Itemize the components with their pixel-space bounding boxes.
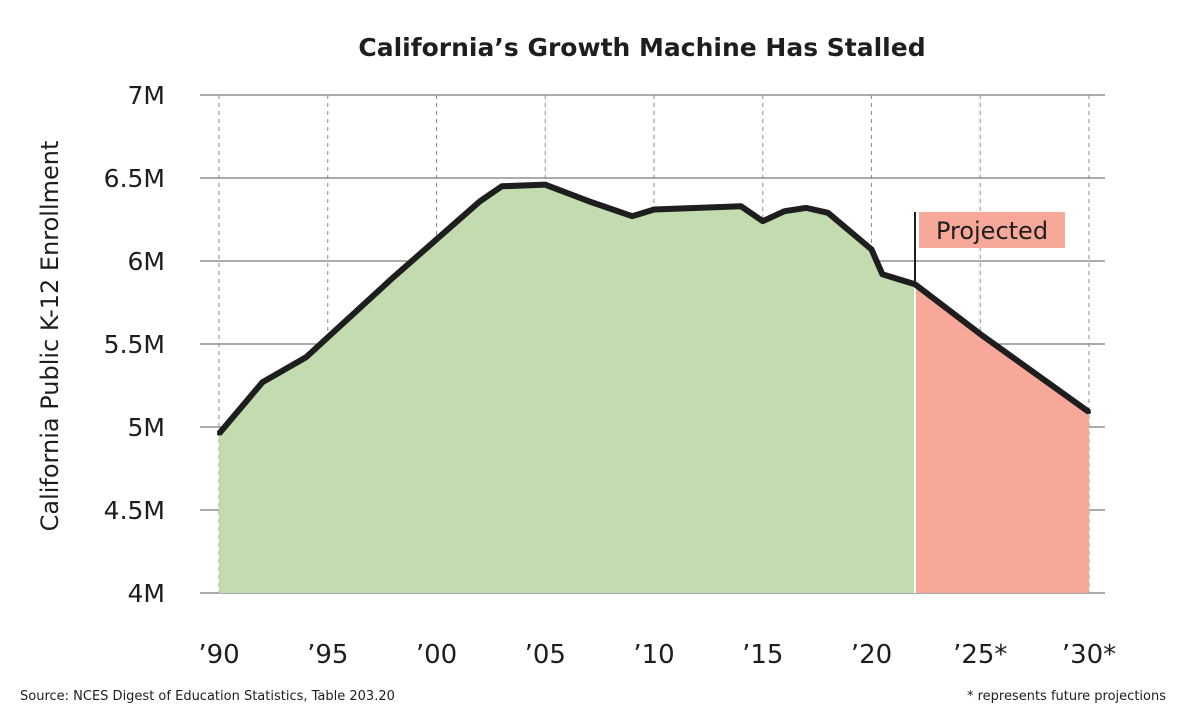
x-tick-label: ’20: [851, 640, 892, 670]
data-point: [782, 209, 787, 214]
projected-label: Projected: [936, 217, 1048, 245]
y-tick-label: 6.5M: [104, 164, 165, 193]
data-point: [826, 210, 830, 215]
area-fills: [219, 184, 1089, 593]
y-tick-label: 6M: [128, 247, 165, 276]
x-tick-label: ’90: [198, 640, 239, 670]
data-point: [869, 247, 874, 252]
x-tick-label: ’95: [307, 640, 348, 670]
data-point: [478, 199, 482, 204]
data-point: [652, 207, 656, 212]
data-point: [499, 184, 504, 189]
data-point: [1087, 410, 1091, 415]
x-tick-label: ’10: [633, 640, 674, 670]
x-tick-label: ’15: [742, 640, 783, 670]
data-point: [978, 332, 983, 337]
area-actual: [219, 184, 915, 593]
y-tick-label: 5.5M: [104, 330, 165, 359]
data-point: [543, 182, 548, 187]
y-tick-label: 4.5M: [104, 496, 165, 525]
area-projected: [915, 284, 1089, 593]
data-point: [630, 214, 635, 219]
footnote: * represents future projections: [967, 689, 1166, 704]
chart-title: California’s Growth Machine Has Stalled: [358, 33, 925, 62]
x-tick-label: ’00: [416, 640, 457, 670]
data-point: [760, 219, 765, 224]
tick-labels: 4M 4.5M 5M 5.5M 6M 6.5M 7M ’90 ’95 ’00 ’05 ’10 ’15 ’2…: [104, 81, 1117, 670]
y-tick-label: 7M: [128, 81, 165, 110]
x-tick-label: ’05: [525, 640, 566, 670]
series-lines: [216, 181, 1091, 436]
data-point: [739, 204, 743, 209]
data-point: [695, 205, 700, 210]
y-axis-label: California Public K-12 Enrollment: [36, 141, 64, 532]
data-point: [391, 275, 395, 280]
data-point: [880, 272, 885, 277]
data-point: [347, 315, 352, 320]
x-tick-label: ’30*: [1062, 640, 1116, 670]
data-point: [260, 380, 265, 385]
source-note: Source: NCES Digest of Education Statist…: [20, 689, 395, 704]
data-point: [586, 199, 591, 204]
data-point: [804, 205, 809, 210]
data-point: [913, 282, 917, 287]
y-tick-label: 5M: [128, 413, 165, 442]
x-tick-label: ’25*: [953, 640, 1007, 670]
y-tick-label: 4M: [128, 579, 165, 608]
data-point: [304, 355, 308, 360]
projected-label-box: [919, 212, 1065, 248]
data-point: [217, 431, 221, 436]
data-point: [434, 237, 439, 242]
annotations: Projected: [914, 212, 1065, 282]
